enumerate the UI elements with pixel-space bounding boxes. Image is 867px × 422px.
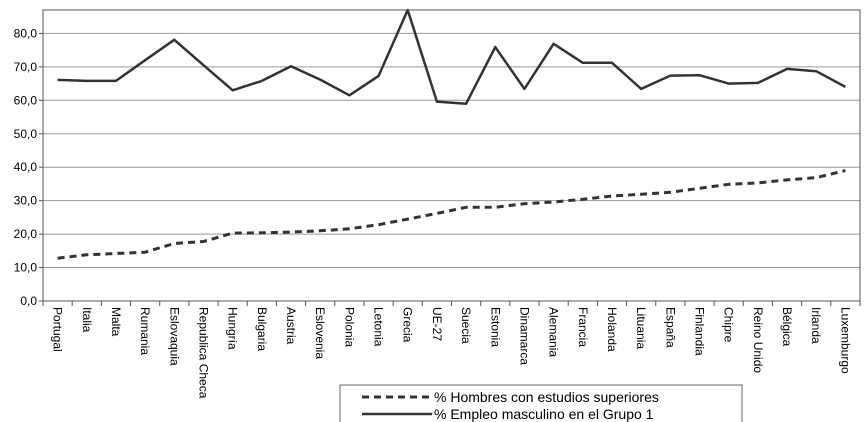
x-tick-label: Portugal xyxy=(51,307,65,352)
x-tick-label: Eslovaquia xyxy=(167,307,181,366)
series-line-hombres-estudios xyxy=(57,169,846,260)
y-tick-label: 40,0 xyxy=(14,160,38,174)
x-tick-label: Grecia xyxy=(401,307,415,343)
y-tick-label: 10,0 xyxy=(14,261,38,275)
gridlines xyxy=(39,32,860,302)
legend-label-hombres-estudios: % Hombres con estudios superiores xyxy=(434,389,659,405)
x-tick-label: Bulgaria xyxy=(255,307,269,351)
series-line-empleo-masculino xyxy=(57,8,846,105)
x-tick-label: Austria xyxy=(284,307,298,345)
x-tick-label: Finlandia xyxy=(693,307,707,356)
x-tick-label: Holanda xyxy=(605,307,619,352)
x-tick-label: Dinamarca xyxy=(517,307,531,365)
y-tick-label: 60,0 xyxy=(14,93,38,107)
x-tick-label: Irlanda xyxy=(809,307,823,344)
x-tick-label: Lituania xyxy=(634,307,648,349)
x-tick-label: Luxemburgo xyxy=(838,307,852,374)
x-tick-label: Bélgica xyxy=(780,307,794,347)
x-tick-label: Reino Unido xyxy=(751,307,765,373)
series-lines xyxy=(57,8,846,260)
y-axis-ticks: 0,0 10,0 20,0 30,0 40,0 50,0 60,0 70,0 80,0 xyxy=(14,26,38,308)
y-tick-label: 30,0 xyxy=(14,194,38,208)
x-tick-label: Alemania xyxy=(547,307,561,357)
x-tick-label: Italia xyxy=(80,307,94,333)
y-tick-label: 70,0 xyxy=(14,60,38,74)
x-tick-label: Estonia xyxy=(488,307,502,347)
x-axis-ticks: Portugal Italia Malta Rumania Eslovaquia Repu… xyxy=(42,301,861,399)
legend: % Hombres con estudios superiores % Empl… xyxy=(339,384,743,422)
y-tick-label: 0,0 xyxy=(20,294,37,308)
plot-area-border xyxy=(42,9,861,302)
x-tick-label: Republica Checa xyxy=(196,307,210,399)
x-tick-label: Letonia xyxy=(372,307,386,347)
legend-label-empleo-masculino: % Empleo masculino en el Grupo 1 xyxy=(434,406,654,422)
x-tick-label: UE-27 xyxy=(430,307,444,341)
x-tick-label: Eslovenia xyxy=(313,307,327,359)
y-tick-label: 20,0 xyxy=(14,227,38,241)
legend-box xyxy=(339,384,743,422)
x-tick-label: Rumania xyxy=(138,307,152,355)
x-tick-label: Chipre xyxy=(722,307,736,343)
y-tick-label: 50,0 xyxy=(14,127,38,141)
x-tick-label: Francia xyxy=(576,307,590,347)
x-tick-label: Suecia xyxy=(459,307,473,344)
x-tick-label: España xyxy=(663,307,677,348)
x-tick-label: Hungría xyxy=(226,307,240,350)
x-tick-label: Polonia xyxy=(342,307,356,347)
y-tick-label: 80,0 xyxy=(14,26,38,40)
x-tick-label: Malta xyxy=(109,307,123,337)
